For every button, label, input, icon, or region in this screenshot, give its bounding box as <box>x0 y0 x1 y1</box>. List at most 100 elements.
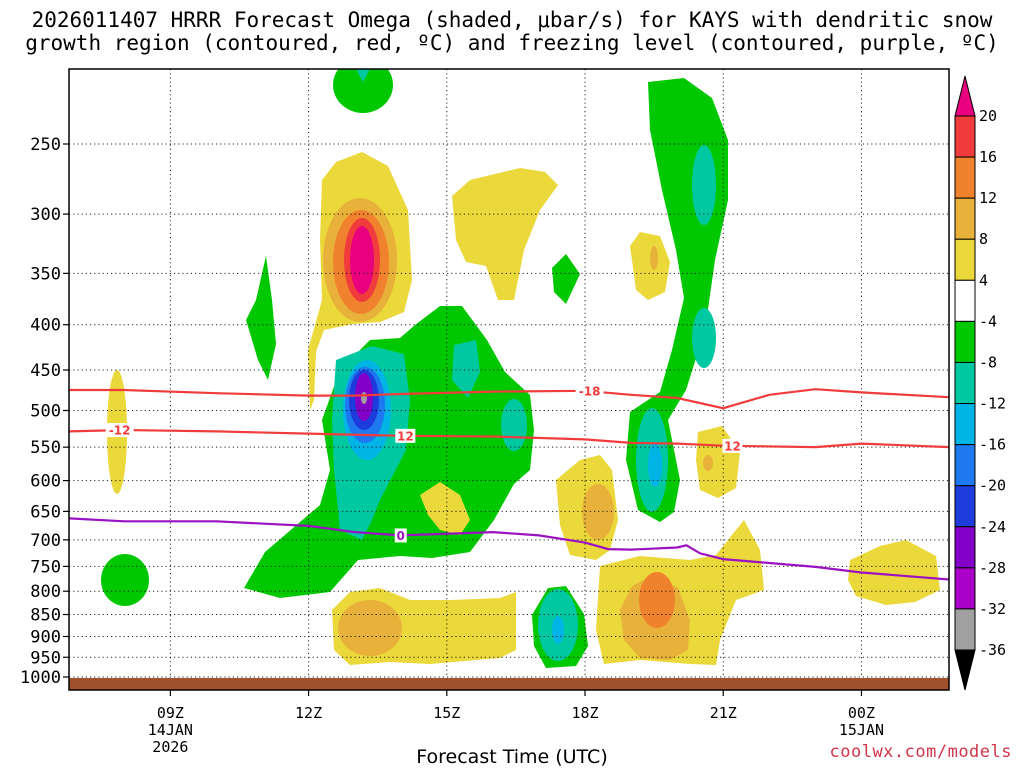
contour-line-0 <box>69 517 949 581</box>
y-tick-label: 500 <box>30 402 61 422</box>
colorbar-label: 8 <box>979 230 988 248</box>
colorbar-segment <box>954 403 976 446</box>
colorbar-segment <box>954 197 976 240</box>
y-tick-label: 850 <box>30 606 61 626</box>
x-tick-label: 09Z <box>157 704 184 722</box>
colorbar-segment <box>954 279 976 322</box>
colorbar-segment <box>954 608 976 651</box>
omega-region-orange <box>703 455 713 471</box>
omega-region-teal <box>356 69 370 82</box>
plot-frame <box>68 68 950 691</box>
omega-region-yellow <box>452 168 558 300</box>
omega-region-green <box>101 554 149 606</box>
omega-region-blue <box>648 443 662 487</box>
y-tick-label: 450 <box>30 361 61 381</box>
chart-title-line-1: 2026011407 HRRR Forecast Omega (shaded, … <box>31 8 993 32</box>
colorbar-label: -20 <box>979 477 1006 495</box>
omega-region-orange <box>582 484 614 540</box>
omega-region-teal <box>452 340 480 398</box>
colorbar-label: 4 <box>979 271 988 289</box>
x-tick-label: 15Z <box>433 704 460 722</box>
omega-region-teal <box>692 145 716 225</box>
contour-label-bg <box>395 428 416 443</box>
y-tick-label: 550 <box>30 438 61 458</box>
colorbar-segment <box>954 485 976 528</box>
y-tick-label: 300 <box>30 205 61 225</box>
x-tick-label: 2026 <box>152 738 188 756</box>
y-tick-label: 750 <box>30 557 61 577</box>
colorbar-segment <box>954 361 976 405</box>
y-tick-label: 600 <box>30 472 61 492</box>
y-axis-ticks: 2503003504004505005506006507007508008509… <box>20 135 69 688</box>
omega-region-yellow <box>630 232 670 300</box>
x-tick-label: 00Z <box>848 704 875 722</box>
contour-label: -18 <box>579 385 601 399</box>
y-tick-label: 400 <box>30 316 61 336</box>
y-tick-label: 350 <box>30 264 61 284</box>
colorbar-label: -36 <box>979 641 1006 659</box>
x-tick-label: 14JAN <box>148 721 193 739</box>
credit-text: coolwx.com/models <box>829 742 1012 762</box>
omega-region-teal <box>501 399 527 451</box>
y-tick-label: 700 <box>30 531 61 551</box>
omega-region-teal <box>692 308 716 368</box>
omega-region-green <box>552 254 580 304</box>
ground-surface <box>69 678 949 690</box>
chart-title-line-2: growth region (contoured, red, ºC) and f… <box>25 31 999 55</box>
colorbar-label: -12 <box>979 395 1006 413</box>
colorbar-segment <box>954 526 976 569</box>
x-axis-label: Forecast Time (UTC) <box>416 746 608 768</box>
x-tick-label: 15JAN <box>839 721 884 739</box>
y-tick-label: 800 <box>30 582 61 602</box>
colorbar-segment <box>954 320 976 363</box>
y-tick-label: 650 <box>30 502 61 522</box>
contour-label: 12 <box>724 439 741 453</box>
omega-region-orange <box>650 246 658 270</box>
colorbar-label: -32 <box>979 600 1006 618</box>
colorbar-segment <box>954 238 976 281</box>
contour-line--12 <box>69 428 949 449</box>
omega-region-orange <box>639 572 675 628</box>
omega-region-green <box>246 256 276 380</box>
contour-label: 0 <box>397 529 405 543</box>
colorbar-segment <box>954 649 976 691</box>
colorbar-label: -28 <box>979 559 1006 577</box>
contour-label: -12 <box>109 424 131 438</box>
colorbar-label: 20 <box>979 107 997 125</box>
colorbar-label: 16 <box>979 148 997 166</box>
contour-label-bg <box>722 438 743 453</box>
omega-region-yellow <box>420 482 470 535</box>
contour-label: 12 <box>397 429 414 443</box>
colorbar-segment <box>954 567 976 610</box>
y-tick-label: 1000 <box>20 668 61 688</box>
contour-lines: -18 -12 12 12 0 <box>69 384 949 581</box>
colorbar-label: -24 <box>979 518 1006 536</box>
x-tick-label: 21Z <box>710 704 737 722</box>
omega-region-gray <box>361 392 367 404</box>
y-tick-label: 950 <box>30 648 61 668</box>
y-tick-label: 250 <box>30 135 61 155</box>
omega-region-green <box>333 69 393 113</box>
omega-region-yellow <box>848 540 940 605</box>
y-tick-label: 900 <box>30 627 61 647</box>
colorbar-segment <box>954 444 976 487</box>
omega-region-magenta <box>350 226 374 294</box>
colorbar-label: 12 <box>979 189 997 207</box>
colorbar-label: -8 <box>979 353 997 371</box>
omega-region-blue <box>552 616 564 644</box>
colorbar-label: -16 <box>979 436 1006 454</box>
x-tick-label: 18Z <box>571 704 598 722</box>
x-tick-label: 12Z <box>295 704 322 722</box>
colorbar-label: -4 <box>979 312 997 330</box>
grid-lines <box>69 69 949 690</box>
colorbar: 20 16 12 8 4 -4 -8 -12 -16 -20 -24 -28 -32 -36 <box>954 75 1006 691</box>
contour-label-bg <box>394 528 407 543</box>
colorbar-segment <box>954 115 976 158</box>
contour-label-bg <box>575 384 604 399</box>
contour-label-bg <box>105 423 134 438</box>
omega-region-orange <box>338 600 402 656</box>
colorbar-segment <box>954 75 976 117</box>
colorbar-segment <box>954 156 976 199</box>
